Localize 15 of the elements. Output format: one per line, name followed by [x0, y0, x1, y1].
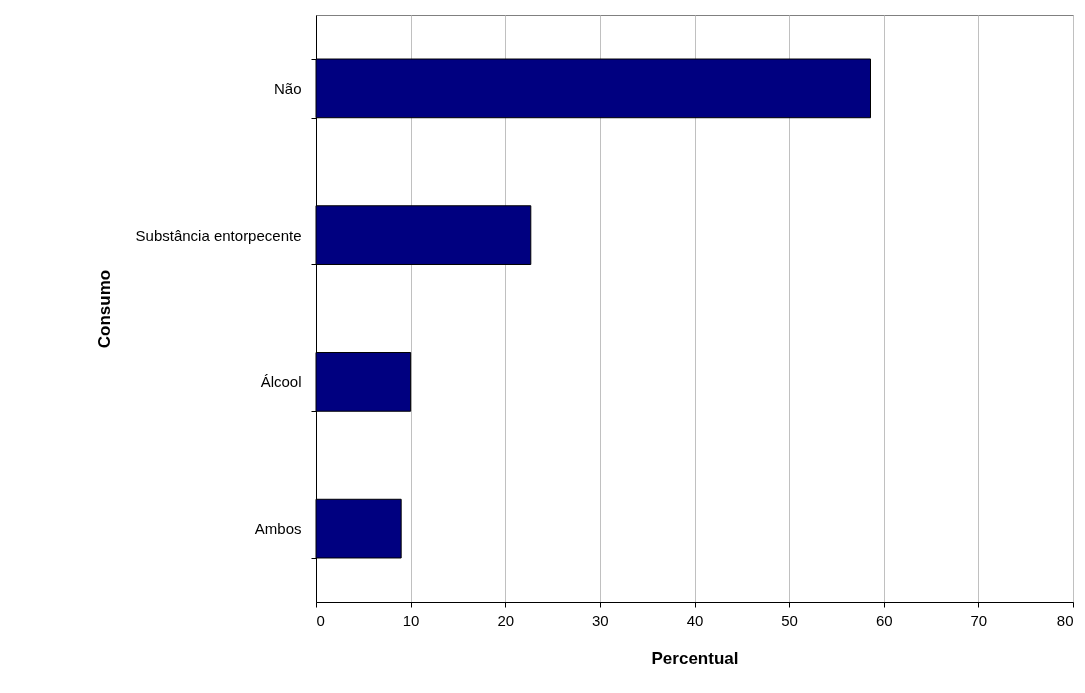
x-tick-label: 80 — [1056, 611, 1074, 629]
x-tick-label: 10 — [402, 611, 420, 629]
y-tick-label: Ambos — [254, 520, 302, 538]
x-axis-title: Percentual — [651, 648, 739, 668]
y-axis-title: Consumo — [94, 269, 114, 349]
x-tick-label: 60 — [875, 611, 893, 629]
x-tick-label: 70 — [970, 611, 988, 629]
x-tick-label: 30 — [592, 611, 609, 629]
y-tick-label: Álcool — [260, 373, 302, 391]
x-tick-label: 50 — [781, 611, 798, 629]
x-tick-label: 20 — [497, 611, 515, 629]
x-tick-label: 0 — [316, 611, 325, 629]
y-tick-label: Substância entorpecente — [135, 226, 302, 244]
y-tick-label: Não — [273, 79, 302, 97]
x-tick-label: 40 — [686, 611, 704, 629]
